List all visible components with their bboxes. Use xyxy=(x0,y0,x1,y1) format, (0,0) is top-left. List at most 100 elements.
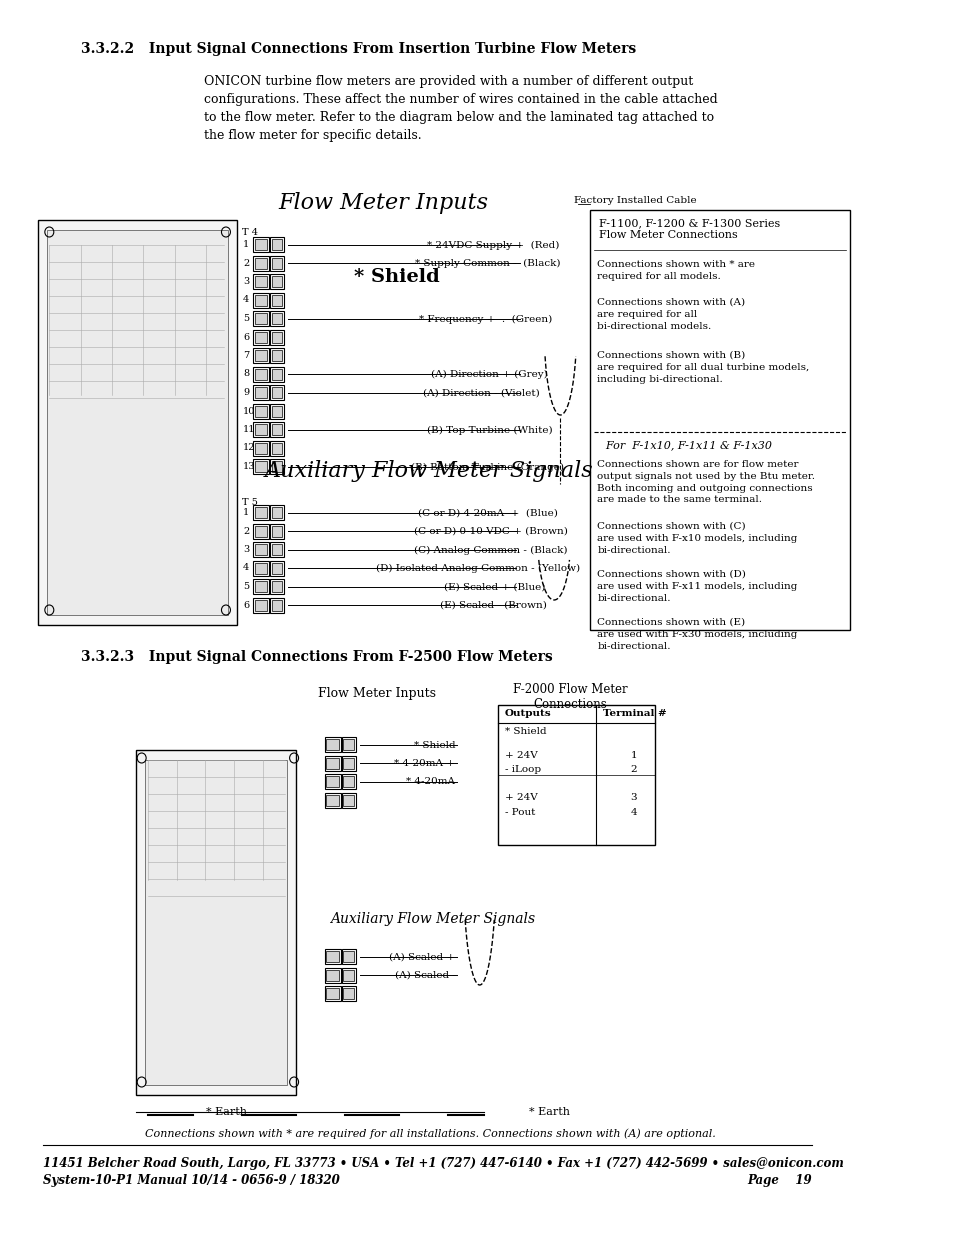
Bar xyxy=(47,230,228,615)
Bar xyxy=(253,459,269,474)
Bar xyxy=(272,350,282,361)
Bar xyxy=(341,948,355,965)
Text: 11: 11 xyxy=(243,425,255,433)
Bar xyxy=(326,757,338,768)
Bar xyxy=(253,330,269,345)
Text: * Frequency +  .  (Green): * Frequency + . (Green) xyxy=(418,315,552,324)
Bar xyxy=(326,794,338,805)
Text: (E) Scaled + (Blue): (E) Scaled + (Blue) xyxy=(443,583,545,592)
Text: 8: 8 xyxy=(243,369,249,378)
Text: Connections shown with (A)
are required for all
bi-directional models.: Connections shown with (A) are required … xyxy=(597,298,744,331)
Text: Auxiliary Flow Meter Signals: Auxiliary Flow Meter Signals xyxy=(330,911,535,926)
Bar xyxy=(254,580,267,592)
Bar xyxy=(272,275,282,287)
Text: - iLoop: - iLoop xyxy=(504,764,540,774)
Text: T 5: T 5 xyxy=(242,498,257,508)
Bar xyxy=(254,312,267,324)
Text: 4: 4 xyxy=(243,295,249,305)
Bar xyxy=(253,505,269,520)
Bar xyxy=(272,258,282,268)
Text: 6: 6 xyxy=(243,600,249,610)
Bar xyxy=(272,442,282,453)
Text: Connections shown with (D)
are used with F-x11 models, including
bi-directional.: Connections shown with (D) are used with… xyxy=(597,571,797,603)
Bar xyxy=(253,524,269,538)
Bar xyxy=(270,459,284,474)
Text: + 24V: + 24V xyxy=(504,793,537,802)
Text: For  F-1x10, F-1x11 & F-1x30: For F-1x10, F-1x11 & F-1x30 xyxy=(598,440,771,450)
Bar xyxy=(272,543,282,555)
Text: 5: 5 xyxy=(243,582,249,592)
Text: * Earth: * Earth xyxy=(206,1107,247,1116)
Bar xyxy=(270,367,284,382)
Bar xyxy=(270,524,284,538)
Bar xyxy=(326,988,338,999)
Bar xyxy=(270,385,284,400)
Bar xyxy=(253,579,269,594)
Text: 4: 4 xyxy=(630,808,637,818)
Bar xyxy=(272,599,282,610)
Text: + 24V: + 24V xyxy=(504,751,537,760)
Bar xyxy=(324,986,340,1002)
Text: * Shield: * Shield xyxy=(354,268,439,287)
Text: (A) Direction + (Grey): (A) Direction + (Grey) xyxy=(431,370,547,379)
Text: (C or D) 0-10 VDC + (Brown): (C or D) 0-10 VDC + (Brown) xyxy=(414,527,567,536)
Text: * Earth: * Earth xyxy=(529,1107,570,1116)
Text: Flow Meter Inputs: Flow Meter Inputs xyxy=(318,687,436,700)
Text: (D) Isolated Analog Common - (Yellow): (D) Isolated Analog Common - (Yellow) xyxy=(375,564,579,573)
Text: * Shield: * Shield xyxy=(414,741,455,750)
Bar xyxy=(253,598,269,613)
Bar xyxy=(254,368,267,379)
Text: System-10-P1 Manual 10/14 - 0656-9 / 18320: System-10-P1 Manual 10/14 - 0656-9 / 183… xyxy=(43,1174,339,1187)
Text: * 4-20mA: * 4-20mA xyxy=(406,778,455,787)
Bar xyxy=(254,240,267,249)
Bar xyxy=(343,739,354,750)
Bar xyxy=(253,237,269,252)
Bar xyxy=(343,951,354,962)
Bar xyxy=(254,387,267,398)
Bar xyxy=(254,350,267,361)
Bar xyxy=(270,441,284,456)
Text: Connections shown with (C)
are used with F-x10 models, including
bi-directional.: Connections shown with (C) are used with… xyxy=(597,522,797,555)
Bar xyxy=(270,256,284,270)
Text: 2: 2 xyxy=(630,764,637,774)
Bar xyxy=(136,750,295,1095)
Text: (C or D) 4-20mA  +  (Blue): (C or D) 4-20mA + (Blue) xyxy=(417,509,557,517)
Bar xyxy=(343,988,354,999)
Bar xyxy=(253,274,269,289)
Bar xyxy=(272,405,282,416)
Bar xyxy=(270,561,284,576)
Text: 3.3.2.3   Input Signal Connections From F-2500 Flow Meters: 3.3.2.3 Input Signal Connections From F-… xyxy=(81,650,552,664)
Text: 7: 7 xyxy=(243,351,249,359)
Bar xyxy=(272,312,282,324)
Bar xyxy=(270,598,284,613)
Text: Flow Meter Inputs: Flow Meter Inputs xyxy=(277,191,487,214)
Bar xyxy=(254,258,267,268)
Bar xyxy=(253,441,269,456)
Bar xyxy=(254,526,267,536)
Text: (A) Scaled +: (A) Scaled + xyxy=(389,952,455,962)
Text: Connections shown with (E)
are used with F-x30 models, including
bi-directional.: Connections shown with (E) are used with… xyxy=(597,618,797,651)
Bar xyxy=(270,293,284,308)
Bar xyxy=(272,526,282,536)
Bar xyxy=(37,220,236,625)
Text: Connections shown with * are
required for all models.: Connections shown with * are required fo… xyxy=(597,261,755,280)
Bar xyxy=(272,580,282,592)
Bar xyxy=(324,737,340,752)
Bar xyxy=(272,461,282,472)
Text: Terminal #: Terminal # xyxy=(603,709,666,718)
Text: (A) Direction - (Violet): (A) Direction - (Violet) xyxy=(423,389,539,398)
Text: 5: 5 xyxy=(243,314,249,324)
Bar xyxy=(270,505,284,520)
Bar xyxy=(270,579,284,594)
Bar xyxy=(270,311,284,326)
Bar xyxy=(343,794,354,805)
Bar xyxy=(324,967,340,983)
Bar xyxy=(270,404,284,419)
Bar xyxy=(326,951,338,962)
Bar xyxy=(272,387,282,398)
Text: (B) Bottom Turbine (Orange): (B) Bottom Turbine (Orange) xyxy=(411,462,563,472)
Bar xyxy=(145,760,287,1086)
Bar xyxy=(341,967,355,983)
Bar xyxy=(324,793,340,808)
Bar xyxy=(254,543,267,555)
